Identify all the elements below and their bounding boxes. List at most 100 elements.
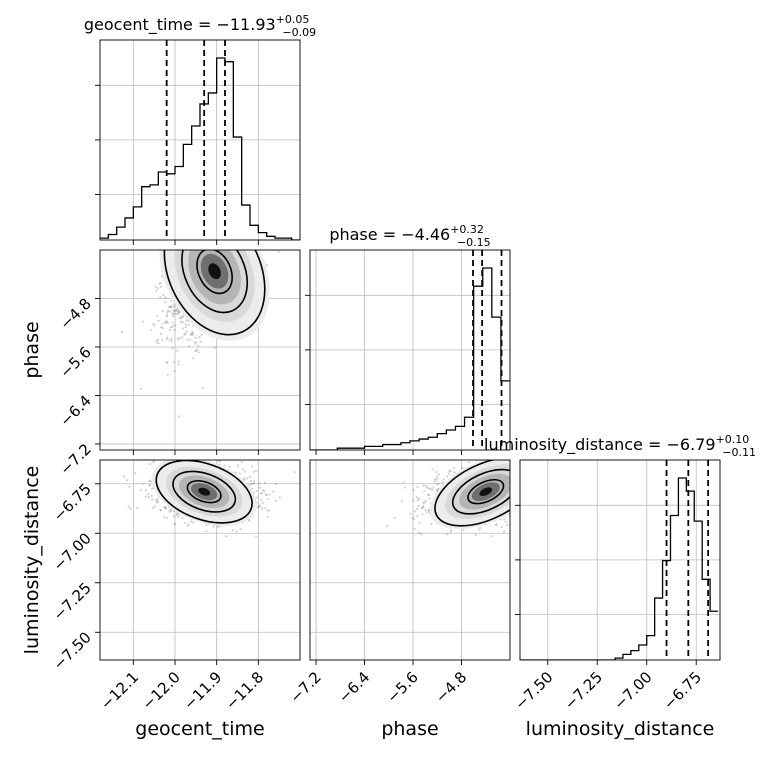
sample-point: [417, 504, 420, 508]
sample-point: [175, 308, 178, 311]
sample-point: [201, 386, 205, 390]
sample-point: [214, 241, 216, 243]
sample-point: [447, 472, 451, 475]
sample-point: [176, 308, 179, 311]
sample-point: [522, 488, 524, 490]
sample-point: [213, 229, 215, 231]
sample-point: [421, 506, 424, 510]
sample-point: [232, 221, 234, 223]
sample-point: [512, 493, 514, 495]
sample-point: [525, 466, 527, 468]
sample-point: [529, 488, 531, 490]
histogram-phase: [310, 267, 510, 450]
sample-point: [527, 511, 529, 513]
sample-point: [400, 500, 403, 503]
sample-point: [238, 226, 240, 228]
sample-point: [241, 468, 245, 471]
sample-point: [228, 242, 230, 244]
y-axis-label-phase: phase: [21, 321, 43, 378]
sample-point: [156, 498, 159, 501]
sample-point: [161, 327, 164, 330]
sample-point: [218, 223, 220, 225]
sample-point: [189, 333, 192, 337]
sample-point: [168, 510, 171, 513]
sample-point: [210, 241, 212, 243]
sample-point: [516, 487, 518, 489]
sample-point: [139, 387, 143, 390]
sample-point: [147, 493, 150, 496]
sample-point: [216, 525, 219, 528]
sample-point: [236, 240, 238, 242]
sample-point: [148, 480, 151, 483]
sample-point: [265, 247, 267, 249]
sample-point: [250, 247, 252, 249]
sample-point: [231, 218, 233, 220]
sample-point: [221, 246, 223, 248]
sample-point: [176, 309, 179, 313]
sample-point: [238, 228, 240, 230]
sample-point: [209, 242, 211, 244]
sample-point: [202, 227, 204, 229]
sample-point: [259, 504, 262, 507]
sample-point: [517, 493, 519, 495]
sample-point: [529, 484, 531, 486]
sample-point: [241, 209, 243, 211]
sample-point: [237, 232, 239, 234]
sample-point: [191, 331, 194, 334]
sample-point: [237, 464, 240, 467]
sample-point: [513, 533, 515, 535]
sample-point: [513, 506, 515, 508]
contour-2: [186, 479, 222, 504]
sample-point: [163, 506, 166, 509]
sample-point: [233, 236, 235, 238]
sample-point: [450, 529, 453, 532]
sample-point: [220, 455, 222, 457]
sample-point: [535, 489, 537, 491]
sample-point: [255, 217, 257, 219]
y-tick-label-phase: −5.6: [56, 343, 94, 381]
sample-point: [522, 495, 524, 497]
sample-point: [244, 233, 246, 235]
sample-point: [513, 478, 515, 480]
sample-point: [453, 471, 456, 474]
sample-point: [168, 328, 172, 332]
sample-point: [171, 312, 175, 315]
sample-point: [142, 482, 145, 485]
title-plus: +0.32: [450, 223, 484, 236]
title-minus: −0.11: [722, 446, 756, 459]
sample-point: [538, 474, 540, 476]
sample-point: [524, 488, 526, 490]
x-tick-label-geocent_time: −11.9: [180, 668, 225, 713]
sample-point: [175, 313, 178, 316]
sample-point: [542, 461, 544, 463]
sample-point: [504, 455, 506, 457]
sample-point: [240, 460, 243, 464]
sample-point: [176, 312, 180, 315]
title-minus: −0.09: [282, 26, 316, 39]
x-tick-label-phase: −7.2: [286, 668, 324, 706]
contour-1: [172, 470, 237, 513]
sample-point: [556, 487, 558, 489]
sample-point: [233, 221, 235, 223]
sample-point: [386, 525, 389, 528]
sample-point: [520, 464, 522, 466]
sample-point: [431, 488, 434, 491]
sample-point: [219, 199, 221, 201]
sample-point: [282, 219, 284, 221]
sample-point: [524, 464, 526, 466]
sample-point: [517, 484, 519, 486]
sample-point: [556, 477, 558, 479]
sample-point: [554, 498, 556, 500]
density-group-phase-geocent_time: [120, 199, 284, 418]
axes-frame-luminosity_distance-luminosity_distance: [519, 459, 721, 661]
sample-point: [195, 237, 197, 239]
sample-point: [242, 235, 244, 237]
sample-point: [129, 507, 132, 510]
x-tick-label-geocent_time: −11.8: [222, 668, 267, 713]
sample-point: [181, 336, 184, 339]
sample-point: [254, 244, 256, 246]
sample-point: [526, 487, 528, 489]
sample-point: [524, 471, 526, 473]
sample-point: [209, 243, 211, 245]
sample-point: [536, 482, 538, 484]
